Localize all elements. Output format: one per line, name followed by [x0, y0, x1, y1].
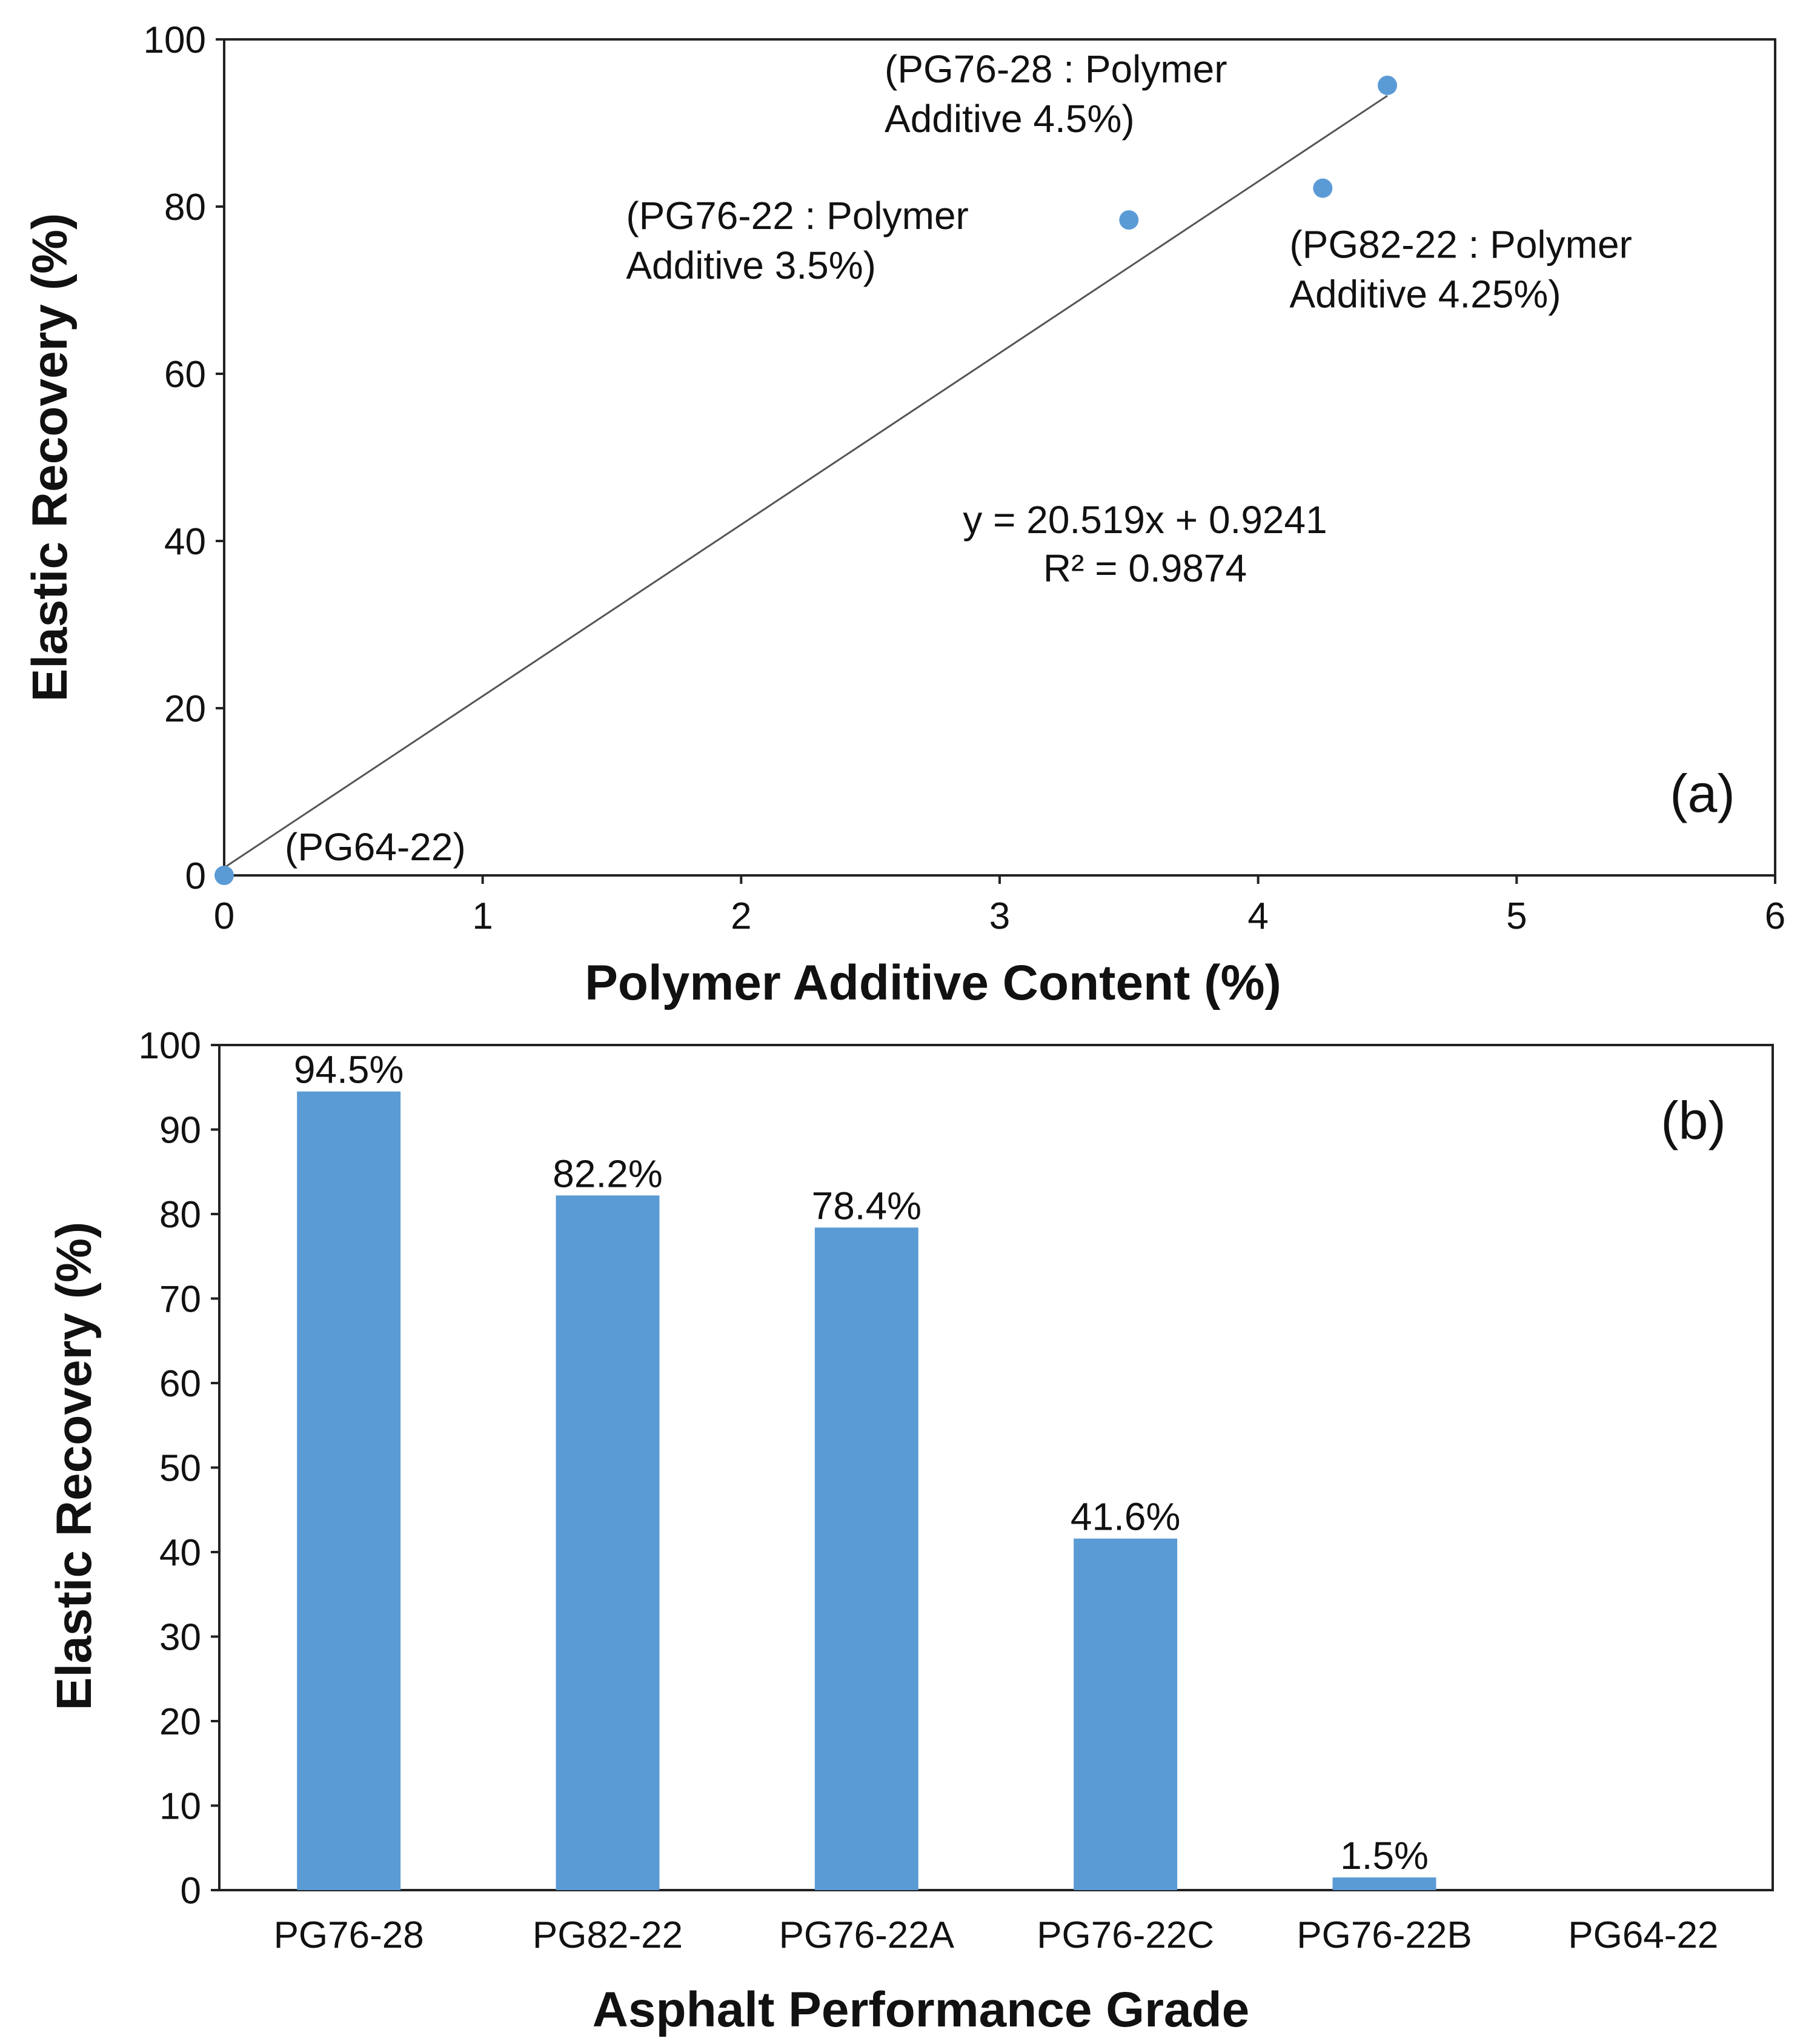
bar-data-label: 78.4% [812, 1184, 921, 1227]
bars [297, 1091, 1436, 1890]
y-tick-label-b: 40 [159, 1532, 201, 1574]
point-label: Additive 3.5%) [626, 244, 876, 287]
data-points [214, 75, 1397, 885]
x-tick-label-a: 0 [214, 895, 234, 937]
y-tick-label-b: 80 [159, 1194, 201, 1236]
data-point [214, 866, 234, 885]
x-tick-label-a: 4 [1247, 895, 1268, 937]
panel-label-b: (b) [1661, 1090, 1726, 1150]
scatter-panel-a: 0 20 40 60 80 100 0 1 2 3 4 5 6 (PG64-22) (PG76-22 :… [22, 19, 1785, 1010]
x-tick-label-a: 1 [472, 895, 493, 937]
y-tick-label-a: 0 [185, 855, 206, 897]
point-labels: (PG64-22) (PG76-22 : Polymer Additive 3.5%… [285, 47, 1632, 869]
y-axis-title-a: Elastic Recovery (%) [22, 213, 78, 702]
x-axis-title-b: Asphalt Performance Grade [593, 1982, 1250, 2037]
bar [1074, 1538, 1178, 1890]
y-tick-label-b: 0 [181, 1870, 201, 1912]
y-tick-label-a: 60 [164, 354, 206, 396]
point-label: (PG76-22 : Polymer [626, 194, 969, 237]
y-tick-label-b: 30 [159, 1617, 201, 1659]
data-point [1378, 75, 1397, 95]
data-point [1313, 178, 1333, 198]
point-label: (PG76-28 : Polymer [885, 47, 1227, 91]
bar-data-label: 41.6% [1071, 1495, 1180, 1539]
y-tick-label-a: 40 [164, 521, 206, 563]
plot-area-b [218, 1044, 1774, 1891]
y-tick-label-a: 20 [164, 688, 206, 730]
y-axis-ticks-a: 0 20 40 60 80 100 [144, 19, 224, 897]
trendline-r2: R² = 0.9874 [1043, 546, 1247, 590]
point-label: (PG64-22) [285, 825, 466, 869]
point-label: Additive 4.5%) [885, 97, 1135, 141]
x-tick-label-a: 6 [1765, 895, 1785, 937]
x-tick-label-a: 3 [989, 895, 1010, 937]
y-tick-label-b: 100 [139, 1025, 201, 1067]
bar-data-label: 94.5% [294, 1048, 403, 1092]
trendline-equation: y = 20.519x + 0.9241 [963, 498, 1327, 542]
bar [1332, 1877, 1436, 1890]
category-label: PG76-22C [1037, 1914, 1214, 1956]
category-label: PG76-22A [779, 1914, 955, 1956]
x-axis-ticks-a: 0 1 2 3 4 5 6 [214, 875, 1785, 937]
point-label: (PG82-22 : Polymer [1289, 223, 1632, 267]
point-label: Additive 4.25%) [1289, 273, 1561, 316]
y-tick-label-b: 10 [159, 1786, 201, 1828]
bar-data-label: 1.5% [1340, 1834, 1429, 1877]
x-tick-label-a: 2 [731, 895, 751, 937]
category-label: PG82-22 [533, 1914, 683, 1956]
y-tick-label-b: 20 [159, 1701, 201, 1743]
bar-panel-b: 0 10 20 30 40 50 60 70 80 90 100 94.5% 82.2% 78.4% 41… [47, 1025, 1774, 2037]
plot-area-a [223, 38, 1776, 877]
bar-data-label: 82.2% [553, 1152, 662, 1195]
bar [556, 1195, 660, 1890]
trendline [224, 95, 1388, 869]
bar [814, 1227, 918, 1890]
y-tick-label-a: 80 [164, 187, 206, 228]
x-tick-label-a: 5 [1506, 895, 1527, 937]
bar-data-labels: 94.5% 82.2% 78.4% 41.6% 1.5% [294, 1048, 1429, 1877]
y-tick-label-b: 50 [159, 1448, 201, 1490]
y-tick-label-a: 100 [144, 19, 206, 61]
data-point [1119, 210, 1139, 230]
y-tick-label-b: 90 [159, 1110, 201, 1152]
bar [297, 1091, 401, 1890]
y-tick-label-b: 60 [159, 1363, 201, 1405]
category-label: PG76-28 [274, 1914, 424, 1956]
y-axis-title-b: Elastic Recovery (%) [47, 1222, 102, 1711]
category-labels: PG76-28 PG82-22 PG76-22A PG76-22C PG76-22B PG… [274, 1914, 1719, 1956]
panel-label-a: (a) [1670, 763, 1735, 823]
category-label: PG64-22 [1568, 1914, 1718, 1956]
y-axis-ticks-b: 0 10 20 30 40 50 60 70 80 90 100 [139, 1025, 219, 1912]
y-tick-label-b: 70 [159, 1279, 201, 1321]
x-axis-title-a: Polymer Additive Content (%) [585, 955, 1281, 1010]
category-label: PG76-22B [1297, 1914, 1472, 1956]
